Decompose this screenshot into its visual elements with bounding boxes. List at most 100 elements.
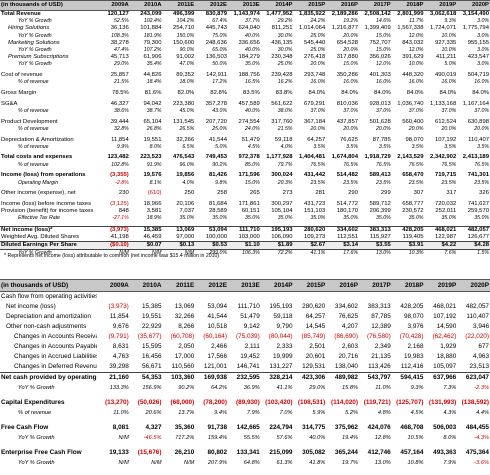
cell-value: 40.0% <box>245 47 260 54</box>
cell-value: $0.53 <box>195 240 228 251</box>
cell-value: 59,118 <box>273 313 293 320</box>
cell-value: 9,790 <box>276 323 293 330</box>
table-row: YoY % Growth N/M -46.5% 717.2% 159.4% 55.5% 57… <box>0 433 490 443</box>
cell-value: 9,676 <box>112 323 129 330</box>
row-label: Cash flow from operating activities <box>1 293 97 300</box>
cell-value: 2,349 <box>374 343 391 350</box>
cell-value: (60,164) <box>203 333 227 340</box>
cell-value: 484,455 <box>465 424 489 431</box>
cell-value: 482,057 <box>457 225 490 234</box>
cell-value: 356,026 <box>369 54 391 61</box>
income-statement-table: (in thousands of USD) 2009A 2010A 2011E 2012… <box>0 0 490 257</box>
cell-value: 20.3% <box>277 179 293 186</box>
year-header: 2019P <box>424 0 458 11</box>
cell-value: 17,566 <box>207 353 227 360</box>
cell-value: 3.0% <box>477 18 489 25</box>
cell-value: (80,044) <box>268 333 293 340</box>
cell-value: 9,142 <box>243 323 260 330</box>
cell-value: 7.3% <box>443 385 457 391</box>
cell-value: 20.0% <box>474 125 489 132</box>
cell-value: 1.5% <box>477 250 489 257</box>
table-row: Product Development 39,444 65,104 131,545 20… <box>0 119 490 126</box>
cell-value: 16.5% <box>245 79 260 86</box>
cell-value: 5.0% <box>215 143 227 150</box>
year-header: 2012E <box>195 279 228 292</box>
cell-value: 223,523 <box>140 154 162 161</box>
cell-value: 76.5% <box>376 161 391 168</box>
cell-value: 131,545 <box>172 118 195 125</box>
cell-value: -27.1% <box>112 215 129 222</box>
cell-value: 23.5% <box>408 179 424 186</box>
year-header: 2014P <box>260 279 294 292</box>
cell-value: 29.0% <box>114 61 129 68</box>
cell-value: 561,622 <box>271 100 293 107</box>
cell-value: 20,601 <box>305 353 326 360</box>
cell-value: (103,420) <box>265 399 293 406</box>
cell-value: 207.9% <box>207 460 227 466</box>
cell-value: 1,674,804 <box>331 154 358 161</box>
cell-value: 78.5% <box>112 90 129 97</box>
cell-value: 35.0% <box>343 215 358 222</box>
cell-value: 45,713 <box>110 54 129 61</box>
cell-value: 20,106 <box>176 200 195 207</box>
row-label: Changes in Accounts Payable <box>14 343 97 350</box>
table-row: Changes in Accounts Receivable (9,791) (35… <box>0 332 490 342</box>
cell-value: 12.0% <box>408 47 424 54</box>
cell-value: (138,592) <box>461 399 489 406</box>
cell-value: 169,938 <box>195 372 228 383</box>
cell-value: 4,207 <box>342 323 358 330</box>
row-label: Changes in Accounts Receivable <box>14 333 97 340</box>
year-header: 2016P <box>326 0 359 11</box>
cell-value: 8.1% <box>149 179 162 186</box>
cell-value: (85,749) <box>301 333 326 340</box>
cell-value: 2,143,529 <box>397 154 424 161</box>
cell-value: 56,671 <box>141 363 162 370</box>
table-row: Weighted Avg. Diluted Shares 41,198 46,459… <box>0 234 490 242</box>
cell-value: 65,104 <box>143 118 162 125</box>
cell-value: 506,003 <box>433 424 457 431</box>
cell-value: 119,405 <box>402 233 424 240</box>
cell-value: 1,567,338 <box>397 25 424 32</box>
cell-value: 14,590 <box>436 323 457 330</box>
cell-value: 2,168 <box>407 343 424 350</box>
cell-value: N/M <box>183 460 195 466</box>
cell-value: 76.5% <box>310 161 326 168</box>
cell-value: 120,127 <box>107 11 129 17</box>
cell-value: 254,710 <box>172 25 195 32</box>
cell-value: 334,602 <box>334 303 358 310</box>
cell-value: 87,785 <box>371 313 391 320</box>
cell-value: 230,348 <box>271 54 293 61</box>
cell-value: 84.0% <box>374 90 391 97</box>
cell-value: 41.1% <box>310 250 326 257</box>
table-row: Income (loss) before income taxes (3,125)… <box>0 201 490 208</box>
table-row: SG&A 46,327 94,042 223,380 357,278 457,589 561… <box>0 101 490 108</box>
cell-value: 679,291 <box>303 100 326 107</box>
cell-value: 64,257 <box>307 136 326 143</box>
cell-value: 4,763 <box>112 353 129 360</box>
row-label: YoY % Growth <box>18 61 52 68</box>
cell-value: 658,777 <box>402 200 424 207</box>
cell-value: 16.2% <box>277 79 293 86</box>
cell-value: 290 <box>348 190 358 197</box>
cell-value: 383,313 <box>367 303 391 310</box>
row-label: % of revenue <box>18 410 52 416</box>
cell-value: 274,554 <box>238 118 260 125</box>
row-label: Weighted Avg. Diluted Shares <box>1 233 80 240</box>
cell-value: (62,462) <box>432 333 457 340</box>
cell-value: 1,724,071 <box>430 25 457 32</box>
table-row: Cost of revenue 25,857 44,826 89,352 142,911… <box>0 72 490 79</box>
year-header: 2015P <box>293 279 327 292</box>
row-label: SG&A <box>1 100 18 107</box>
cell-value: 281 <box>315 190 326 197</box>
cell-value: 51,479 <box>241 136 260 143</box>
cell-value: 11.0% <box>113 410 129 416</box>
cell-value: 40.0% <box>245 107 260 114</box>
cell-value: 111,710 <box>237 303 260 310</box>
cell-value: 3.0% <box>477 47 489 54</box>
cell-value: 720,032 <box>434 200 457 207</box>
cell-value: 23.5% <box>441 179 457 186</box>
cell-value: 26.5% <box>179 125 195 132</box>
cell-value: 457,589 <box>238 100 260 107</box>
table-row: Total costs and expenses 123,482 223,523 47… <box>0 154 490 161</box>
row-label: Product Development <box>1 118 58 125</box>
